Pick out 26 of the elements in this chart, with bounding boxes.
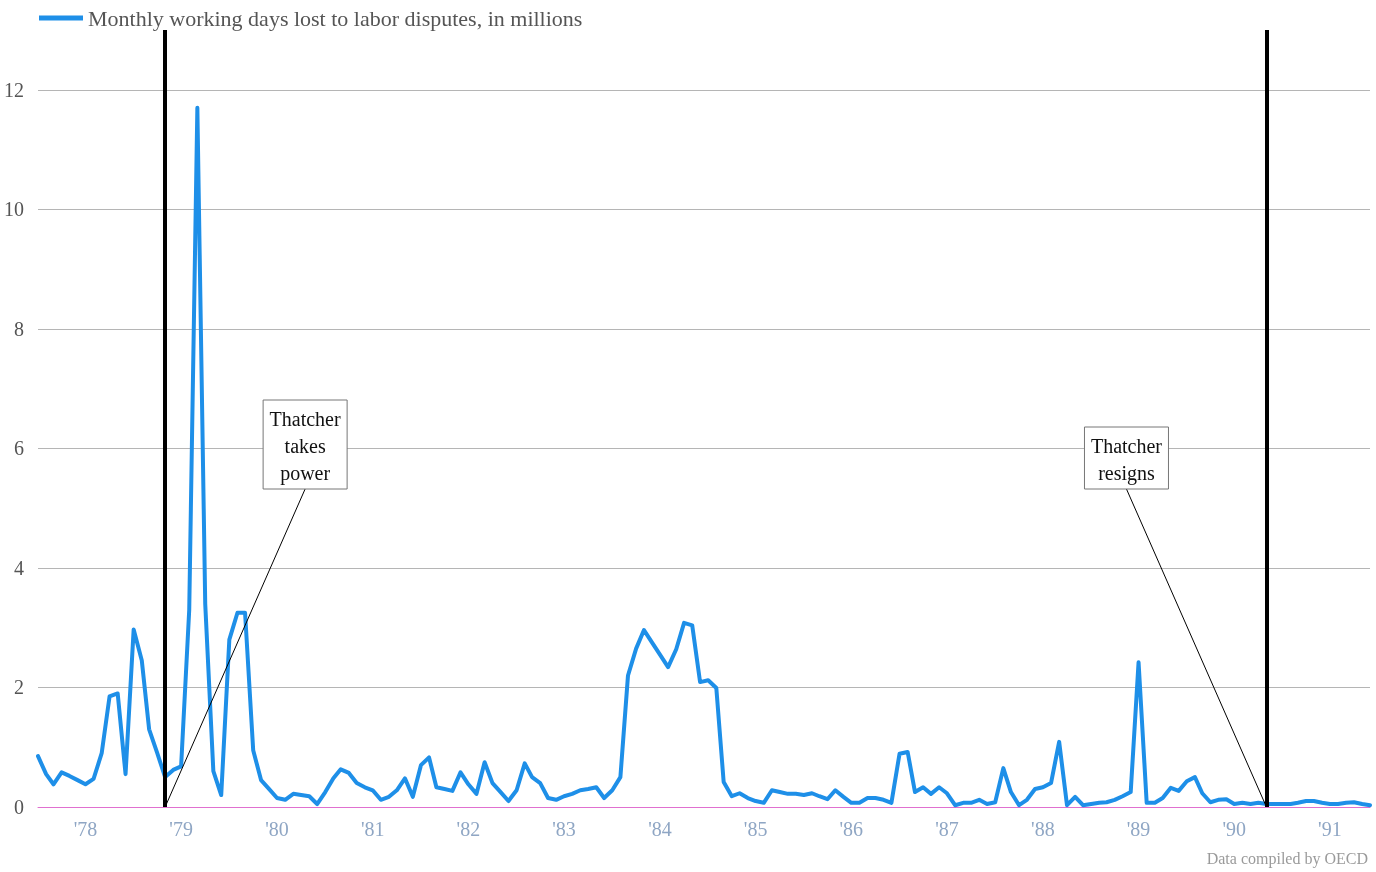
ref-line-label: Thatcher resigns — [1090, 434, 1163, 485]
y-tick-label: 4 — [14, 556, 24, 579]
y-tick-label: 8 — [14, 317, 24, 340]
text: Data compiled by OECD — [1206, 849, 1368, 868]
x-tick-label: '83 — [552, 818, 576, 840]
ref-line-label: Thatcher takes power — [269, 407, 341, 485]
x-tick-label: '87 — [935, 818, 959, 840]
x-tick-label: '80 — [265, 818, 289, 840]
x-tick-label: '84 — [648, 818, 672, 840]
x-tick-label: '90 — [1222, 818, 1247, 840]
x-tick-label: '91 — [1318, 818, 1342, 840]
x-tick-label: '88 — [1031, 818, 1055, 840]
y-tick-label: 6 — [14, 437, 24, 460]
x-tick-label: '85 — [743, 818, 768, 840]
x-tick-label: '82 — [456, 818, 481, 840]
y-tick-label: 2 — [14, 676, 24, 699]
x-tick-label: '79 — [169, 818, 193, 840]
x-tick-label: '86 — [839, 818, 864, 840]
x-tick-label: '89 — [1126, 818, 1151, 840]
x-tick-label: '78 — [73, 818, 98, 840]
legend-label: Monthly working days lost to labor disputes, in millions — [88, 5, 583, 31]
line-series — [36, 105, 1372, 808]
y-tick-label: 0 — [14, 796, 24, 818]
x-tick-label: '81 — [360, 818, 385, 840]
y-tick-label: 12 — [4, 78, 24, 101]
y-tick-label: 10 — [4, 198, 24, 221]
